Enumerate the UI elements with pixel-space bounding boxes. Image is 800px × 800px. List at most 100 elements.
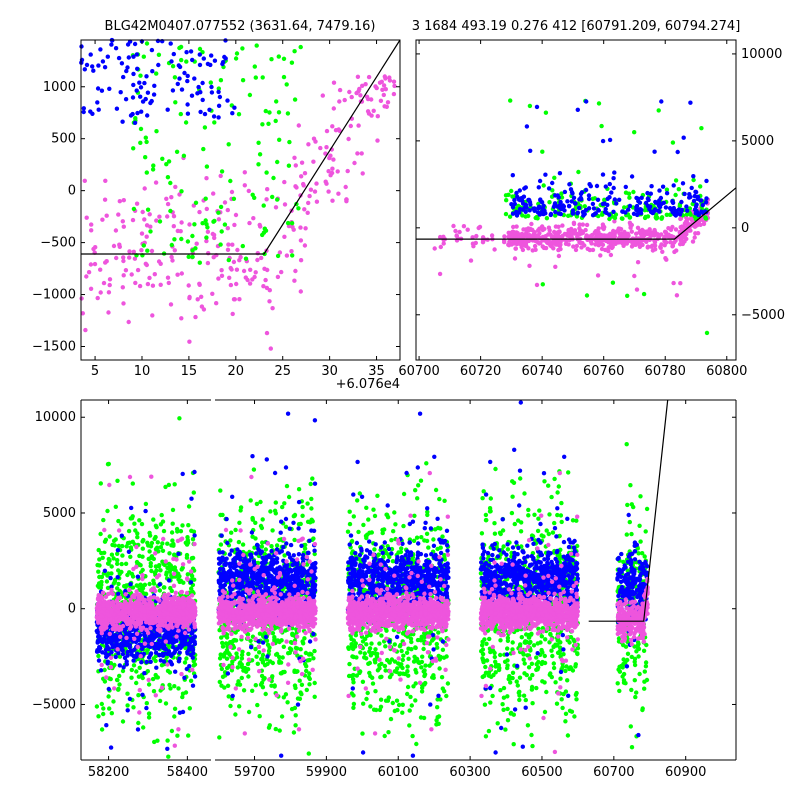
point-green xyxy=(281,74,287,80)
point-green xyxy=(135,535,140,540)
point-blue xyxy=(142,80,147,86)
point-pink xyxy=(655,232,660,237)
point-pink xyxy=(255,257,260,263)
point-blue xyxy=(120,651,126,657)
point-pink xyxy=(379,79,384,85)
point-pink xyxy=(247,220,252,226)
point-green xyxy=(184,656,189,661)
point-green xyxy=(235,665,240,670)
point-pink xyxy=(532,243,538,249)
point-green xyxy=(146,715,152,720)
point-pink xyxy=(652,243,658,248)
point-pink xyxy=(270,306,275,311)
point-blue xyxy=(219,533,224,538)
point-green xyxy=(259,544,265,549)
point-green xyxy=(293,713,298,718)
point-pink xyxy=(182,630,188,636)
point-blue xyxy=(79,57,85,63)
point-green xyxy=(116,581,121,587)
point-blue xyxy=(177,76,182,81)
point-green xyxy=(149,540,155,546)
point-blue xyxy=(180,471,185,477)
point-green xyxy=(274,543,280,548)
point-green xyxy=(228,703,233,709)
point-green xyxy=(268,509,273,514)
point-pink xyxy=(291,227,296,232)
point-pink xyxy=(302,243,308,248)
point-green xyxy=(169,543,174,548)
point-green xyxy=(138,126,144,132)
point-pink xyxy=(134,620,140,625)
point-pink xyxy=(230,311,235,317)
point-green xyxy=(273,118,278,124)
point-pink xyxy=(666,232,671,237)
point-blue xyxy=(128,582,133,587)
point-pink xyxy=(606,248,611,254)
panel-top-left: 5 10 15 20 25 30 35−1500−1000−50005001000+6.07… xyxy=(32,37,401,392)
point-blue xyxy=(113,643,118,648)
point-blue xyxy=(120,119,125,124)
point-blue xyxy=(138,85,144,90)
point-blue xyxy=(562,189,568,195)
point-pink xyxy=(116,528,122,533)
point-green xyxy=(291,730,297,735)
point-green xyxy=(189,528,194,533)
point-pink xyxy=(179,590,184,595)
point-blue xyxy=(119,533,125,538)
point-pink xyxy=(99,662,104,668)
point-green xyxy=(146,682,152,687)
point-blue xyxy=(95,86,101,91)
point-green xyxy=(233,527,238,533)
y-tick-label: 10000 xyxy=(741,47,782,62)
point-green xyxy=(246,709,252,715)
point-pink xyxy=(219,273,225,278)
point-pink xyxy=(158,282,163,287)
point-pink xyxy=(233,212,239,218)
point-pink xyxy=(175,272,180,277)
point-green xyxy=(134,680,139,686)
point-green xyxy=(182,660,188,665)
point-green xyxy=(659,216,664,221)
point-pink xyxy=(178,609,183,614)
point-green xyxy=(197,260,202,265)
point-pink xyxy=(162,603,167,609)
point-green xyxy=(306,652,312,657)
point-pink xyxy=(534,282,540,288)
point-pink xyxy=(195,297,200,302)
point-pink xyxy=(296,123,301,128)
point-blue xyxy=(675,149,680,155)
point-green xyxy=(167,682,172,688)
point-green xyxy=(197,46,203,52)
point-pink xyxy=(95,604,100,610)
point-green xyxy=(189,556,195,561)
point-blue xyxy=(96,658,102,663)
point-blue xyxy=(617,197,622,202)
point-pink xyxy=(161,623,166,628)
point-green xyxy=(275,159,280,165)
point-green xyxy=(115,478,120,483)
point-pink xyxy=(563,241,569,246)
point-green xyxy=(98,585,104,590)
point-pink xyxy=(647,237,652,242)
point-pink xyxy=(184,622,190,627)
point-green xyxy=(142,591,147,597)
point-blue xyxy=(600,138,606,144)
point-blue xyxy=(180,635,185,640)
point-pink xyxy=(593,242,598,247)
point-green xyxy=(277,537,282,543)
point-blue xyxy=(200,80,205,86)
point-pink xyxy=(92,261,98,267)
point-blue xyxy=(121,665,126,670)
point-green xyxy=(231,196,237,201)
point-green xyxy=(151,656,156,661)
point-pink xyxy=(342,97,347,103)
point-pink xyxy=(261,284,266,289)
point-green xyxy=(190,233,195,239)
point-blue xyxy=(188,636,193,642)
point-pink xyxy=(123,592,128,597)
point-green xyxy=(260,122,265,127)
point-blue xyxy=(648,191,653,196)
point-green xyxy=(300,513,305,518)
point-pink xyxy=(230,242,235,247)
point-blue xyxy=(636,198,641,204)
